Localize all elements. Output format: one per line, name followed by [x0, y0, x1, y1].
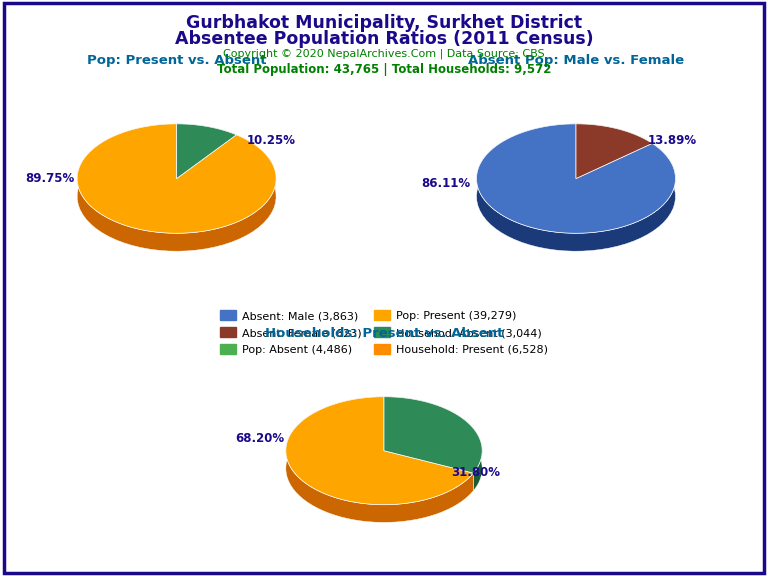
Polygon shape: [384, 397, 482, 473]
Text: 10.25%: 10.25%: [247, 134, 295, 147]
Text: Gurbhakot Municipality, Surkhet District: Gurbhakot Municipality, Surkhet District: [186, 14, 582, 32]
Polygon shape: [286, 397, 473, 522]
Text: Absentee Population Ratios (2011 Census): Absentee Population Ratios (2011 Census): [174, 30, 594, 48]
Polygon shape: [576, 124, 652, 161]
Polygon shape: [177, 124, 237, 179]
Text: Copyright © 2020 NepalArchives.Com | Data Source: CBS: Copyright © 2020 NepalArchives.Com | Dat…: [223, 48, 545, 59]
Text: 68.20%: 68.20%: [235, 433, 284, 445]
Text: 13.89%: 13.89%: [647, 134, 697, 147]
Legend: Absent: Male (3,863), Absent: Female (623), Pop: Absent (4,486), Pop: Present (3: Absent: Male (3,863), Absent: Female (62…: [216, 306, 552, 359]
Polygon shape: [77, 124, 276, 233]
Polygon shape: [384, 397, 482, 491]
Text: 31.80%: 31.80%: [451, 466, 500, 479]
Polygon shape: [476, 124, 676, 233]
Title: Households: Present vs. Absent: Households: Present vs. Absent: [265, 327, 503, 340]
Polygon shape: [576, 124, 652, 179]
Polygon shape: [177, 124, 237, 153]
Title: Pop: Present vs. Absent: Pop: Present vs. Absent: [87, 54, 266, 67]
Polygon shape: [286, 397, 473, 505]
Polygon shape: [476, 124, 675, 251]
Text: Total Population: 43,765 | Total Households: 9,572: Total Population: 43,765 | Total Househo…: [217, 63, 551, 77]
Title: Absent Pop: Male vs. Female: Absent Pop: Male vs. Female: [468, 54, 684, 67]
Text: 89.75%: 89.75%: [25, 172, 74, 185]
Polygon shape: [78, 124, 276, 251]
Text: 86.11%: 86.11%: [421, 177, 470, 190]
